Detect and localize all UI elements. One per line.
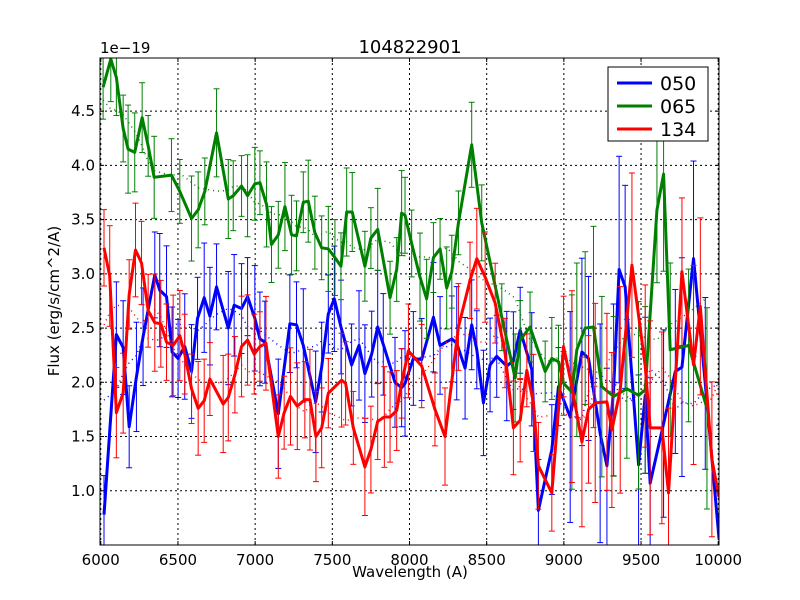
x-axis-label: Wavelength (A) — [352, 563, 468, 581]
y-offset-label: 1e−19 — [100, 39, 150, 57]
x-tick-label: 7000 — [236, 551, 274, 569]
y-tick-label: 1.0 — [71, 482, 95, 500]
chart-title: 104822901 — [358, 37, 461, 58]
x-tick-label: 8500 — [468, 551, 506, 569]
legend-label: 050 — [660, 73, 696, 95]
x-tick-label: 9000 — [545, 551, 583, 569]
y-tick-label: 2.0 — [71, 373, 95, 391]
series-line — [102, 257, 719, 539]
series-line — [102, 247, 719, 498]
y-tick-label: 3.5 — [71, 211, 95, 229]
legend-label: 134 — [660, 119, 696, 141]
tick-labels: 6000 6500 7000 7500 8000 8500 9000 9500 10000 1.0… — [71, 58, 742, 569]
x-tick-label: 7500 — [313, 551, 351, 569]
y-axis-label: Flux (erg/s/cm^2/A) — [45, 226, 63, 377]
y-tick-label: 4.0 — [71, 156, 95, 174]
series-134 — [101, 172, 719, 545]
y-tick-label: 1.5 — [71, 428, 95, 446]
y-tick-label: 2.5 — [71, 319, 95, 337]
x-tick-label: 6500 — [159, 551, 197, 569]
plot-area — [100, 58, 719, 545]
y-tick-label: 3.0 — [71, 265, 95, 283]
x-tick-label: 9500 — [622, 551, 660, 569]
x-tick-label: 10000 — [694, 551, 742, 569]
legend-label: 065 — [660, 96, 696, 118]
series-line — [101, 58, 709, 409]
x-tick-label: 6000 — [82, 551, 120, 569]
y-tick-label: 4.5 — [71, 102, 95, 120]
x-tick-label: 8000 — [390, 551, 428, 569]
